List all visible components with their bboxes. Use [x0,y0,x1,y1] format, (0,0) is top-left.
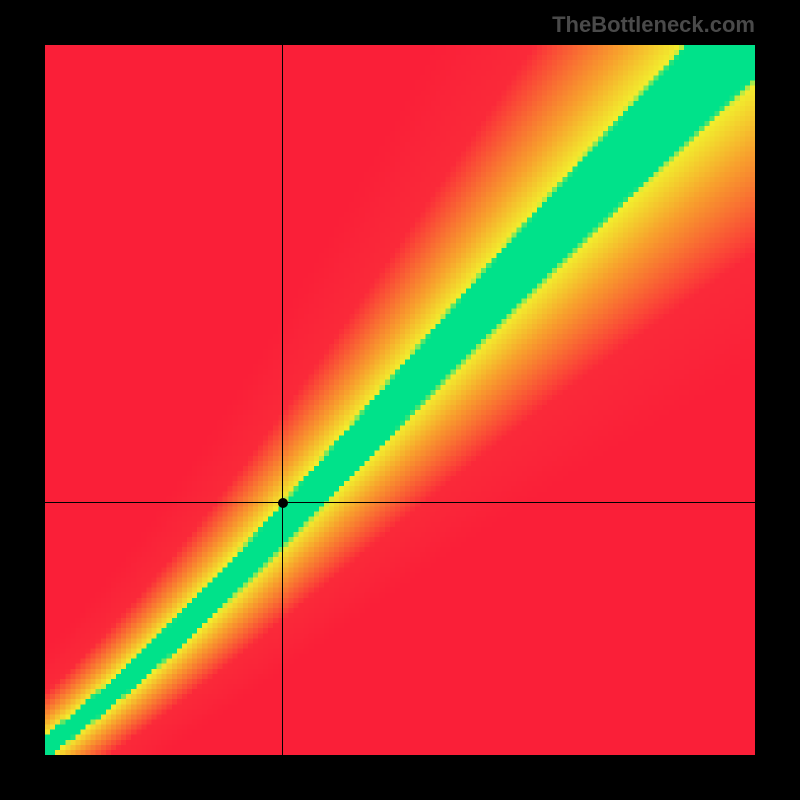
heatmap-canvas [45,45,755,755]
marker-dot [278,498,288,508]
plot-area [45,45,755,755]
crosshair-vertical [282,45,283,755]
attribution-text: TheBottleneck.com [552,12,755,38]
crosshair-horizontal [45,502,755,503]
